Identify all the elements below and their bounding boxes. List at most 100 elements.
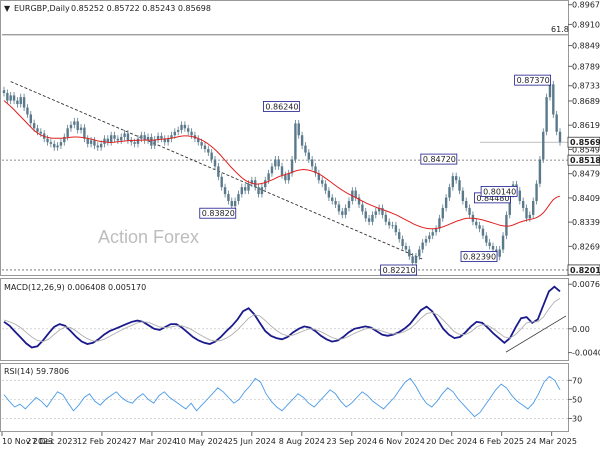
candle xyxy=(39,131,43,134)
candle xyxy=(89,140,93,144)
candle xyxy=(116,138,120,141)
candle xyxy=(297,123,300,136)
candle xyxy=(123,133,126,137)
candle xyxy=(96,145,99,148)
candle xyxy=(478,225,481,229)
x-tick-label: 10 May 2024 xyxy=(176,437,228,446)
candle xyxy=(428,235,431,240)
candle xyxy=(264,180,267,188)
candle xyxy=(327,190,331,198)
candle xyxy=(331,197,334,202)
annotation-label: 0.83820 xyxy=(202,209,235,218)
candle xyxy=(53,143,56,148)
x-tick-label: 25 Jun 2024 xyxy=(228,437,276,446)
macd-y-axis: 0.007623 0.00 -0.004073 xyxy=(2,280,600,358)
candle xyxy=(76,121,79,131)
macd-lines xyxy=(3,285,567,353)
candle xyxy=(163,138,166,143)
candle xyxy=(521,201,525,208)
candle xyxy=(267,173,270,181)
candle xyxy=(548,84,552,98)
rsi-label: RSI(14) 59.7806 xyxy=(4,367,69,376)
candle xyxy=(398,232,401,240)
candle xyxy=(357,197,361,205)
header-ohlc: 0.85252 0.85722 0.85243 0.85698 xyxy=(71,4,211,13)
candle xyxy=(461,190,465,202)
x-tick-label: 8 Aug 2024 xyxy=(279,437,325,446)
candle xyxy=(431,232,434,236)
candle xyxy=(166,138,170,143)
candle xyxy=(532,201,535,215)
candle xyxy=(468,207,471,215)
rsi-y-tick-label: 70 xyxy=(572,376,582,385)
annotation-label: 0.84480 xyxy=(476,194,509,203)
macd-label: MACD(12,26,9) 0.006408 0.005170 xyxy=(4,283,146,292)
candle xyxy=(29,114,32,124)
rsi-line xyxy=(3,375,561,418)
candle xyxy=(525,207,528,219)
annotation-label: 0.82390 xyxy=(463,252,496,261)
candle xyxy=(180,124,183,131)
candle xyxy=(475,221,478,226)
price-y-tick-label: 0.82690 xyxy=(572,242,600,251)
header-symbol: EURGBP,Daily xyxy=(14,4,70,13)
candle xyxy=(387,221,391,226)
x-tick-label: 6 Feb 2025 xyxy=(479,437,524,446)
candle xyxy=(508,194,511,215)
candle xyxy=(364,211,367,219)
candle xyxy=(32,123,36,129)
candle xyxy=(347,201,351,208)
candle xyxy=(451,176,455,188)
candle xyxy=(250,180,254,184)
candle xyxy=(109,135,113,143)
candle xyxy=(377,207,381,212)
x-tick-label: 23 Sep 2024 xyxy=(326,437,377,446)
moving-average xyxy=(3,100,561,230)
candle xyxy=(19,97,22,105)
candle xyxy=(56,145,59,148)
x-tick-label: 24 Mar 2025 xyxy=(526,437,577,446)
candle xyxy=(361,204,364,212)
price-panel xyxy=(0,0,569,276)
candle xyxy=(99,143,103,148)
candle xyxy=(103,138,106,144)
candle xyxy=(243,187,247,191)
candle xyxy=(143,135,146,141)
candle xyxy=(213,159,217,167)
candle xyxy=(310,159,314,167)
price-tag-box xyxy=(567,264,600,276)
candle xyxy=(22,97,26,108)
candle xyxy=(404,246,408,250)
candles xyxy=(2,80,562,267)
rsi-y-tick-label: 50 xyxy=(572,395,582,404)
candle xyxy=(113,135,116,139)
rsi-y-tick-label: 30 xyxy=(572,414,582,423)
candle xyxy=(458,180,461,191)
candle xyxy=(367,218,371,222)
candle xyxy=(197,138,200,143)
rsi-y-axis: 70 50 30 xyxy=(2,376,582,423)
candle xyxy=(93,140,96,146)
candle xyxy=(217,166,220,177)
candle xyxy=(260,187,264,195)
candle xyxy=(83,127,86,139)
candle xyxy=(9,95,12,101)
candle xyxy=(401,239,404,247)
annotation-label: 0.87370 xyxy=(517,76,550,85)
annotation-box xyxy=(199,207,237,219)
candle xyxy=(140,135,143,139)
candle xyxy=(501,235,505,250)
candle xyxy=(341,211,344,215)
rsi-panel xyxy=(0,363,569,432)
header-triangle[interactable]: ▼ xyxy=(4,4,11,13)
candle xyxy=(498,249,501,257)
candle xyxy=(518,190,522,202)
